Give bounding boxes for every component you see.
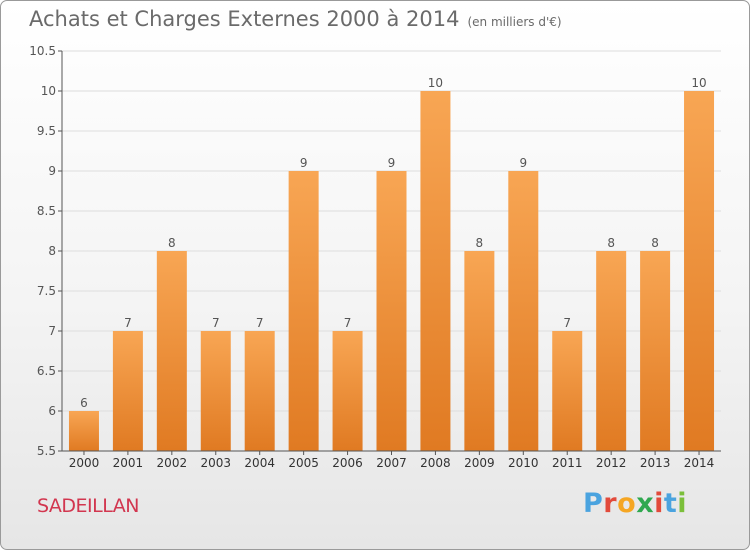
data-label: 6: [80, 396, 88, 410]
data-label: 8: [168, 236, 176, 250]
x-tick-label: 2004: [244, 456, 275, 470]
bar: [508, 171, 539, 451]
data-label: 7: [212, 316, 220, 330]
data-label: 9: [519, 156, 527, 170]
logo-letter: o: [617, 488, 637, 519]
data-label: 7: [344, 316, 352, 330]
bar: [332, 331, 363, 451]
logo-letter: x: [636, 488, 655, 519]
data-label: 8: [651, 236, 659, 250]
data-label: 10: [691, 76, 706, 90]
x-tick-label: 2011: [552, 456, 583, 470]
x-tick-label: 2008: [420, 456, 451, 470]
x-tick-label: 2000: [69, 456, 100, 470]
y-tick-label: 8: [48, 244, 56, 258]
data-label: 9: [300, 156, 308, 170]
logo-letter: r: [603, 488, 618, 519]
logo-letter: i: [654, 488, 664, 519]
chart-subtitle: (en milliers d'€): [467, 15, 562, 29]
x-tick-label: 2002: [157, 456, 188, 470]
proxiti-logo[interactable]: Proxiti: [583, 488, 687, 519]
y-tick-label: 10.5: [29, 44, 56, 58]
y-tick-label: 9: [48, 164, 56, 178]
y-tick-label: 7.5: [37, 284, 56, 298]
data-label: 9: [388, 156, 396, 170]
x-tick-label: 2001: [113, 456, 144, 470]
logo-letter: t: [663, 488, 678, 519]
y-tick-label: 8.5: [37, 204, 56, 218]
x-tick-label: 2006: [332, 456, 363, 470]
y-tick-label: 7: [48, 324, 56, 338]
bar: [156, 251, 187, 451]
chart-title-text: Achats et Charges Externes 2000 à 2014: [29, 7, 460, 31]
y-tick-label: 10: [41, 84, 56, 98]
bar: [376, 171, 407, 451]
x-tick-label: 2005: [288, 456, 319, 470]
x-tick-label: 2009: [464, 456, 495, 470]
logo-letter: i: [677, 488, 688, 519]
x-tick-label: 2012: [596, 456, 627, 470]
bar: [420, 91, 451, 451]
bar: [244, 331, 275, 451]
x-tick-label: 2003: [200, 456, 231, 470]
bar: [288, 171, 319, 451]
y-tick-label: 9.5: [37, 124, 56, 138]
bar: [640, 251, 671, 451]
x-tick-label: 2007: [376, 456, 407, 470]
data-label: 8: [607, 236, 615, 250]
bar: [596, 251, 627, 451]
data-label: 7: [124, 316, 132, 330]
x-tick-label: 2010: [508, 456, 539, 470]
bar: [200, 331, 231, 451]
bar: [464, 251, 495, 451]
y-tick-label: 5.5: [37, 444, 56, 458]
data-label: 7: [256, 316, 264, 330]
bar: [684, 91, 715, 451]
x-tick-label: 2014: [684, 456, 715, 470]
data-label: 7: [563, 316, 571, 330]
y-tick-label: 6: [48, 404, 56, 418]
y-tick-label: 6.5: [37, 364, 56, 378]
chart-title: Achats et Charges Externes 2000 à 2014 (e…: [29, 7, 562, 31]
logo-letter: P: [583, 488, 604, 519]
bar: [552, 331, 583, 451]
bar: [68, 411, 99, 451]
bar: [112, 331, 143, 451]
data-label: 10: [428, 76, 443, 90]
x-tick-label: 2013: [640, 456, 671, 470]
commune-name: SADEILLAN: [37, 495, 139, 517]
data-label: 8: [476, 236, 484, 250]
